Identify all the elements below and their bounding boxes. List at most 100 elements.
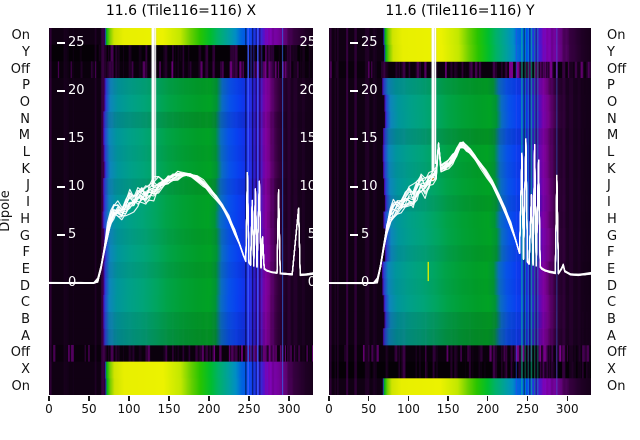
- x-tick-label: 150: [157, 402, 181, 416]
- db-tick-label-right-clipped: 15: [299, 131, 313, 146]
- dipole-row-label-right: On: [607, 28, 626, 44]
- x-tick-label: 50: [361, 402, 377, 416]
- db-tick-dash: [57, 138, 65, 140]
- dipole-row-label-left: P: [22, 78, 30, 94]
- x-tick-mark: [368, 396, 370, 401]
- heatmap-canvas-x: [49, 28, 313, 395]
- dipole-row-label-left: On: [11, 28, 30, 44]
- db-tick-dash: [57, 186, 65, 188]
- db-tick-label: 20: [68, 83, 85, 98]
- x-tick-mark: [407, 396, 409, 401]
- db-tick-label: 0: [68, 275, 77, 290]
- dipole-row-label-right: N: [607, 111, 617, 127]
- x-tick-label: 300: [555, 402, 579, 416]
- dipole-row-label-left: E: [21, 261, 30, 277]
- x-tick-label: 100: [396, 402, 420, 416]
- dipole-row-label-left: N: [20, 111, 30, 127]
- db-tick-dash: [350, 282, 358, 284]
- x-tick-mark: [566, 396, 568, 401]
- heatmap-panel-x: 25 25 20 20 15 15 10 10 5 5 0 0: [49, 28, 313, 395]
- dipole-row-label-right: On: [607, 378, 626, 394]
- x-tick-label: 200: [197, 402, 221, 416]
- db-tick-label: 5: [68, 227, 77, 242]
- db-tick-label: 25: [361, 35, 378, 50]
- x-tick-mark: [447, 396, 449, 401]
- db-tick-label-right-clipped: 10: [299, 179, 313, 194]
- db-tick-dash: [350, 90, 358, 92]
- dipole-row-label-left: I: [26, 195, 30, 211]
- dipole-row-label-right: K: [607, 161, 616, 177]
- dipole-row-label-left: On: [11, 378, 30, 394]
- dipole-row-label-right: J: [607, 178, 611, 194]
- dipole-row-label-left: C: [20, 295, 30, 311]
- dipole-row-label-right: A: [607, 328, 616, 344]
- dipole-row-label-right: X: [607, 361, 616, 377]
- dipole-row-label-right: Off: [607, 345, 627, 361]
- db-tick-label: 10: [68, 179, 85, 194]
- x-tick-mark: [328, 396, 330, 401]
- db-tick-dash: [350, 138, 358, 140]
- panel-y-title: 11.6 (Tile116=116) Y: [385, 3, 535, 19]
- heatmap-panel-y: 25 20 15 10 5 0: [329, 28, 591, 395]
- dipole-row-label-right: I: [607, 195, 611, 211]
- x-tick-label: 0: [45, 402, 53, 416]
- x-tick-label: 100: [117, 402, 141, 416]
- x-tick-label: 300: [277, 402, 301, 416]
- dipole-row-label-right: M: [607, 128, 619, 144]
- x-tick-mark: [48, 396, 50, 401]
- db-tick-label-right-clipped: 25: [299, 35, 313, 50]
- dipole-row-label-left: B: [21, 311, 30, 327]
- db-tick-dash: [350, 42, 358, 44]
- x-tick-label: 50: [81, 402, 97, 416]
- dipole-row-label-right: F: [607, 245, 615, 261]
- panel-x-title: 11.6 (Tile116=116) X: [105, 3, 257, 19]
- x-tick-label: 200: [476, 402, 500, 416]
- dipole-row-label-right: E: [607, 261, 616, 277]
- dipole-row-label-left: A: [21, 328, 30, 344]
- db-tick-dash: [350, 234, 358, 236]
- dipole-row-label-right: B: [607, 311, 616, 327]
- x-tick-mark: [487, 396, 489, 401]
- x-tick-mark: [88, 396, 90, 401]
- dipole-row-label-left: Off: [10, 345, 30, 361]
- db-tick-label: 15: [68, 131, 85, 146]
- db-tick-dash: [57, 282, 65, 284]
- dipole-row-label-right: D: [607, 278, 618, 294]
- x-tick-mark: [248, 396, 250, 401]
- db-tick-label: 5: [361, 227, 370, 242]
- db-tick-dash: [57, 42, 65, 44]
- dipole-row-label-left: F: [22, 245, 30, 261]
- dipole-row-label-left: H: [20, 211, 30, 227]
- heatmap-canvas-y: [329, 28, 591, 395]
- dipole-row-label-left: Off: [10, 61, 30, 77]
- dipole-row-label-left: D: [19, 278, 30, 294]
- dipole-row-label-right: L: [607, 145, 615, 161]
- x-tick-label: 0: [325, 402, 333, 416]
- dipole-row-label-right: P: [607, 78, 615, 94]
- x-tick-label: 150: [436, 402, 460, 416]
- db-tick-label: 15: [361, 131, 378, 146]
- dipole-row-label-left: L: [22, 145, 30, 161]
- x-tick-label: 250: [237, 402, 261, 416]
- db-tick-label: 25: [68, 35, 85, 50]
- x-tick-mark: [208, 396, 210, 401]
- x-tick-mark: [168, 396, 170, 401]
- dipole-row-label-left: X: [21, 361, 30, 377]
- x-tick-mark: [128, 396, 130, 401]
- dipole-row-label-right: Y: [607, 45, 615, 61]
- x-tick-mark: [526, 396, 529, 401]
- x-tick-label: 250: [516, 402, 539, 416]
- dipole-row-label-left: G: [19, 228, 30, 244]
- dipole-row-label-left: J: [26, 178, 30, 194]
- db-tick-dash: [350, 186, 358, 188]
- dipole-row-label-left: K: [21, 161, 30, 177]
- db-tick-label-right-clipped: 0: [307, 275, 313, 290]
- dipole-row-label-right: Off: [607, 61, 627, 77]
- x-tick-mark: [288, 396, 290, 401]
- db-tick-label: 20: [361, 83, 378, 98]
- dipole-row-label-left: M: [18, 128, 30, 144]
- db-tick-label-right-clipped: 5: [307, 227, 313, 242]
- dipole-row-label-left: O: [19, 95, 30, 111]
- dipole-row-label-left: Y: [22, 45, 30, 61]
